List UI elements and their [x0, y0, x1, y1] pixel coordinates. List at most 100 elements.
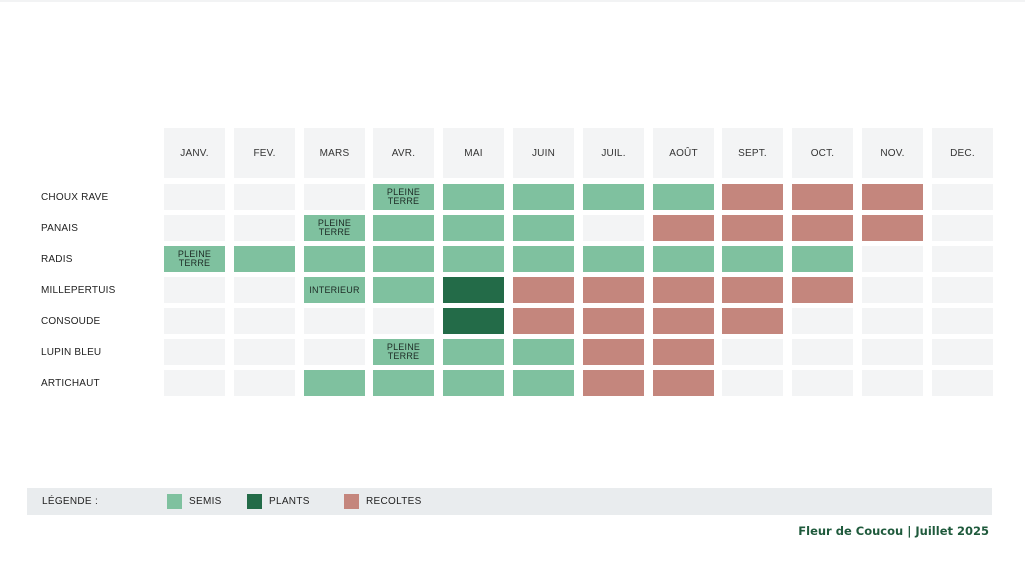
calendar-cell-semis [443, 339, 504, 365]
calendar-cell-empty [862, 277, 923, 303]
legend-bar: LÉGENDE : SEMIS PLANTS RECOLTES [27, 488, 992, 515]
calendar-cell-empty [234, 308, 295, 334]
calendar-cell-empty [234, 370, 295, 396]
calendar-cell-semis [373, 215, 434, 241]
calendar-cell-empty [722, 339, 783, 365]
month-header-5: JUIN [513, 128, 574, 178]
calendar-cell-recoltes [792, 184, 853, 210]
calendar-cell-empty [862, 246, 923, 272]
calendar-cell-semis [513, 370, 574, 396]
calendar-cell-semis [443, 246, 504, 272]
month-header-3: AVR. [373, 128, 434, 178]
calendar-cell-semis [653, 246, 714, 272]
calendar-cell-empty [583, 215, 644, 241]
calendar-cell-semis [373, 277, 434, 303]
top-divider [0, 0, 1025, 2]
calendar-cell-plants [443, 277, 504, 303]
calendar-cell-empty [164, 339, 225, 365]
row-label: CONSOUDE [41, 315, 101, 327]
calendar-cell-empty [932, 277, 993, 303]
calendar-cell-empty [234, 339, 295, 365]
calendar-cell-semis: PLEINE TERRE [164, 246, 225, 272]
calendar-cell-empty [932, 339, 993, 365]
calendar-cell-empty [792, 370, 853, 396]
row-label: PANAIS [41, 222, 79, 234]
calendar-cell-semis [373, 246, 434, 272]
calendar-cell-empty [722, 370, 783, 396]
legend-item-plants: PLANTS [247, 488, 310, 515]
calendar-cell-recoltes [862, 184, 923, 210]
calendar-cell-semis: PLEINE TERRE [373, 184, 434, 210]
calendar-cell-semis: INTERIEUR [304, 277, 365, 303]
calendar-cell-semis [373, 370, 434, 396]
legend-item-recoltes: RECOLTES [344, 488, 422, 515]
legend-swatch-semis [167, 494, 182, 509]
calendar-cell-empty [234, 277, 295, 303]
calendar-cell-empty [234, 215, 295, 241]
calendar-cell-recoltes [722, 277, 783, 303]
month-header-4: MAI [443, 128, 504, 178]
calendar-cell-empty [862, 339, 923, 365]
row-label: CHOUX RAVE [41, 191, 109, 203]
calendar-cell-empty [304, 339, 365, 365]
calendar-cell-empty [164, 277, 225, 303]
calendar-cell-semis [653, 184, 714, 210]
month-header-11: DEC. [932, 128, 993, 178]
calendar-cell-empty [792, 308, 853, 334]
calendar-cell-semis [443, 184, 504, 210]
calendar-cell-semis [304, 246, 365, 272]
calendar-cell-empty [164, 184, 225, 210]
calendar-cell-semis [304, 370, 365, 396]
row-label: MILLEPERTUIS [41, 284, 116, 296]
calendar-cell-recoltes [513, 277, 574, 303]
month-header-8: SEPT. [722, 128, 783, 178]
calendar-cell-semis [792, 246, 853, 272]
calendar-cell-semis: PLEINE TERRE [304, 215, 365, 241]
calendar-cell-recoltes [653, 308, 714, 334]
calendar-cell-semis [234, 246, 295, 272]
calendar-cell-empty [862, 370, 923, 396]
calendar-cell-semis [443, 215, 504, 241]
calendar-cell-semis [513, 184, 574, 210]
calendar-cell-recoltes [583, 370, 644, 396]
month-header-1: FEV. [234, 128, 295, 178]
calendar-cell-semis: PLEINE TERRE [373, 339, 434, 365]
calendar-cell-semis [722, 246, 783, 272]
calendar-cell-semis [583, 184, 644, 210]
calendar-cell-empty [932, 246, 993, 272]
row-label: ARTICHAUT [41, 377, 100, 389]
calendar-cell-recoltes [583, 339, 644, 365]
month-header-6: JUIL. [583, 128, 644, 178]
calendar-cell-empty [164, 215, 225, 241]
calendar-cell-recoltes [583, 277, 644, 303]
legend-label-semis: SEMIS [189, 496, 222, 507]
calendar-cell-empty [304, 308, 365, 334]
calendar-cell-recoltes [722, 308, 783, 334]
calendar-cell-recoltes [513, 308, 574, 334]
calendar-cell-empty [932, 370, 993, 396]
legend-title: LÉGENDE : [42, 496, 99, 507]
calendar-cell-recoltes [792, 277, 853, 303]
month-header-7: AOÛT [653, 128, 714, 178]
calendar-cell-recoltes [653, 215, 714, 241]
calendar-cell-empty [234, 184, 295, 210]
calendar-cell-recoltes [862, 215, 923, 241]
calendar-cell-recoltes [722, 184, 783, 210]
calendar-cell-recoltes [722, 215, 783, 241]
calendar-cell-recoltes [653, 370, 714, 396]
calendar-cell-recoltes [653, 277, 714, 303]
row-label: LUPIN BLEU [41, 346, 102, 358]
calendar-cell-empty [932, 215, 993, 241]
calendar-cell-empty [304, 184, 365, 210]
calendar-cell-semis [443, 370, 504, 396]
credit-text: Fleur de Coucou | Juillet 2025 [798, 524, 989, 538]
month-header-2: MARS [304, 128, 365, 178]
calendar-cell-recoltes [653, 339, 714, 365]
legend-swatch-plants [247, 494, 262, 509]
calendar-cell-recoltes [583, 308, 644, 334]
calendar-cell-semis [513, 246, 574, 272]
calendar-cell-empty [373, 308, 434, 334]
legend-label-recoltes: RECOLTES [366, 496, 422, 507]
calendar-cell-empty [164, 308, 225, 334]
